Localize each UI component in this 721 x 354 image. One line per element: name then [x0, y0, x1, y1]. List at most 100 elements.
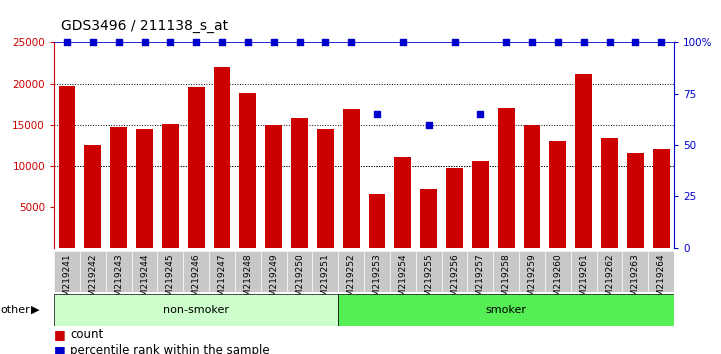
Bar [596, 251, 622, 292]
Text: GSM219241: GSM219241 [63, 253, 71, 308]
Bar [110, 127, 127, 248]
Bar [446, 168, 463, 248]
Point [629, 40, 641, 45]
Point [345, 40, 357, 45]
Text: GDS3496 / 211138_s_at: GDS3496 / 211138_s_at [61, 19, 229, 34]
Text: GSM219245: GSM219245 [166, 253, 174, 308]
Bar [213, 67, 231, 248]
Bar [317, 129, 334, 248]
Bar [136, 129, 153, 248]
Point [61, 40, 73, 45]
Bar [394, 158, 411, 248]
Bar [519, 251, 545, 292]
Text: GSM219257: GSM219257 [476, 253, 485, 308]
Bar [467, 251, 493, 292]
Bar [162, 124, 179, 248]
Bar [157, 251, 183, 292]
Bar [575, 74, 592, 248]
Bar [497, 108, 515, 248]
Text: other: other [1, 305, 30, 315]
Text: GSM219248: GSM219248 [244, 253, 252, 308]
Bar [364, 251, 390, 292]
Bar [338, 251, 364, 292]
Point [448, 40, 460, 45]
Point [423, 122, 435, 127]
Text: count: count [70, 328, 103, 341]
Point [578, 40, 590, 45]
Bar [80, 251, 106, 292]
Bar [622, 251, 648, 292]
Text: GSM219263: GSM219263 [631, 253, 640, 308]
Text: GSM219261: GSM219261 [579, 253, 588, 308]
Bar [493, 251, 519, 292]
Bar [187, 87, 205, 248]
Bar [286, 251, 312, 292]
Text: non-smoker: non-smoker [163, 305, 229, 315]
Bar [265, 125, 282, 248]
Bar [472, 161, 489, 248]
Bar [54, 294, 338, 326]
Bar [627, 153, 644, 248]
Point [242, 40, 254, 45]
Bar [84, 145, 101, 248]
Text: GSM219255: GSM219255 [424, 253, 433, 308]
Bar [235, 251, 261, 292]
Bar [209, 251, 235, 292]
Bar [183, 251, 209, 292]
Text: GSM219249: GSM219249 [269, 253, 278, 308]
Point [113, 40, 125, 45]
Bar [416, 251, 441, 292]
Point [397, 40, 409, 45]
Bar [106, 251, 131, 292]
Bar [648, 251, 674, 292]
Text: GSM219243: GSM219243 [114, 253, 123, 308]
Text: ■: ■ [54, 328, 66, 341]
Text: percentile rank within the sample: percentile rank within the sample [70, 344, 270, 354]
Bar [342, 109, 360, 248]
Text: GSM219262: GSM219262 [605, 253, 614, 308]
Text: GSM219259: GSM219259 [528, 253, 536, 308]
Bar [420, 189, 437, 248]
Text: GSM219253: GSM219253 [373, 253, 381, 308]
Bar [312, 251, 338, 292]
Bar [441, 251, 467, 292]
Point [371, 112, 383, 117]
Point [293, 40, 305, 45]
Bar [549, 141, 566, 248]
Point [216, 40, 228, 45]
Point [474, 112, 486, 117]
Bar [653, 149, 670, 248]
Bar [131, 251, 157, 292]
Point [655, 40, 667, 45]
Point [164, 40, 176, 45]
Bar [545, 251, 571, 292]
Text: GSM219246: GSM219246 [192, 253, 200, 308]
Text: ▶: ▶ [31, 305, 40, 315]
Text: GSM219256: GSM219256 [450, 253, 459, 308]
Text: GSM219242: GSM219242 [89, 253, 97, 308]
Point [138, 40, 150, 45]
Point [87, 40, 99, 45]
Text: GSM219252: GSM219252 [347, 253, 355, 308]
Point [268, 40, 280, 45]
Text: ■: ■ [54, 344, 66, 354]
Bar [601, 138, 618, 248]
Text: GSM219264: GSM219264 [657, 253, 665, 308]
Bar [523, 125, 541, 248]
Point [552, 40, 564, 45]
Text: GSM219244: GSM219244 [140, 253, 149, 308]
Point [603, 40, 615, 45]
Text: GSM219250: GSM219250 [295, 253, 304, 308]
Bar [291, 118, 308, 248]
Text: GSM219260: GSM219260 [554, 253, 562, 308]
Bar [54, 251, 80, 292]
Point [190, 40, 202, 45]
Point [526, 40, 538, 45]
Bar [571, 251, 596, 292]
Text: GSM219258: GSM219258 [502, 253, 510, 308]
Bar [338, 294, 674, 326]
Text: GSM219251: GSM219251 [321, 253, 329, 308]
Text: GSM219254: GSM219254 [399, 253, 407, 308]
Bar [239, 93, 256, 248]
Bar [58, 86, 76, 248]
